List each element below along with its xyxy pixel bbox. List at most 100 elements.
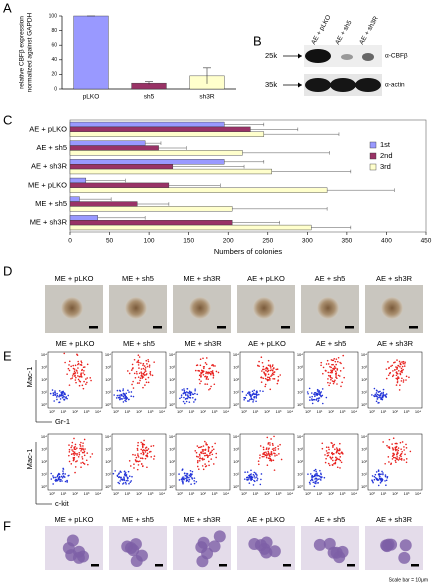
dot <box>405 443 407 446</box>
dot <box>197 460 199 462</box>
bar <box>69 215 98 221</box>
dot <box>248 400 250 402</box>
dot <box>122 395 125 398</box>
dot <box>276 382 279 385</box>
error-bar <box>137 202 170 206</box>
dot <box>279 443 281 446</box>
dot <box>373 394 375 397</box>
dot <box>401 441 404 443</box>
dot <box>340 452 343 454</box>
dot <box>400 363 402 366</box>
legend-label: 2nd <box>380 151 393 160</box>
dot <box>142 367 145 370</box>
dot <box>254 477 256 479</box>
dot <box>207 372 209 375</box>
dot <box>331 453 334 456</box>
dot <box>259 390 261 392</box>
dot <box>318 397 321 399</box>
dot <box>82 372 84 374</box>
dot <box>61 396 64 399</box>
x-tick-label: 400 <box>381 238 392 245</box>
dot <box>76 353 78 356</box>
dot <box>74 372 77 374</box>
dot <box>195 451 198 454</box>
dot <box>210 458 213 460</box>
dot <box>326 452 329 454</box>
dot <box>194 389 196 392</box>
dot <box>402 379 405 381</box>
dot <box>260 356 263 359</box>
dot <box>202 468 205 471</box>
tick-label: 10⁴ <box>105 434 111 439</box>
tick-label: 10⁰ <box>233 484 239 489</box>
dot <box>320 479 322 481</box>
dot <box>320 395 322 397</box>
scale-bar <box>91 564 99 567</box>
tick-label: 10⁴ <box>233 352 239 357</box>
dot <box>280 458 283 461</box>
dot <box>83 463 86 465</box>
bar <box>73 15 109 90</box>
dot <box>199 382 201 385</box>
dot <box>272 444 274 446</box>
dot <box>138 372 141 375</box>
dot <box>320 473 322 476</box>
tick-label: 10⁰ <box>169 402 175 407</box>
dot <box>68 444 70 446</box>
error-bar <box>172 164 245 169</box>
dot <box>204 463 206 465</box>
dot <box>331 371 334 373</box>
dot <box>373 478 376 481</box>
dot <box>269 455 271 458</box>
dot <box>68 360 71 363</box>
dot <box>59 398 62 400</box>
cell <box>208 540 221 553</box>
dot <box>134 376 137 379</box>
cell <box>65 549 78 562</box>
tick-label: 10² <box>41 459 47 464</box>
dot <box>145 359 148 362</box>
dot <box>332 367 334 370</box>
dot <box>61 480 63 482</box>
dot <box>64 480 67 483</box>
tick-label: 10² <box>392 409 398 414</box>
dot <box>253 475 256 477</box>
dot <box>72 364 75 367</box>
dot <box>122 401 125 403</box>
dot <box>268 453 271 455</box>
dot <box>137 453 139 455</box>
error-bar <box>158 146 187 150</box>
dot <box>80 466 82 469</box>
dot <box>202 459 204 461</box>
dot <box>54 393 57 396</box>
tick-label: 10⁰ <box>113 491 119 496</box>
dot <box>148 364 151 367</box>
tick-label: 10¹ <box>41 390 47 395</box>
bar <box>69 196 80 202</box>
dot <box>85 383 87 385</box>
y-axis-label: Mac-1 <box>25 449 34 470</box>
dot <box>334 462 337 465</box>
dot <box>137 354 140 356</box>
tick-label: 10⁰ <box>305 409 311 414</box>
dot <box>375 471 378 473</box>
dot <box>207 450 210 453</box>
dot <box>394 459 397 462</box>
legend-swatch <box>369 152 377 160</box>
dot <box>185 400 188 403</box>
dot <box>279 374 282 376</box>
y-tick-label: 20 <box>51 72 57 78</box>
dot <box>212 448 215 451</box>
dot <box>76 372 79 374</box>
dot <box>207 447 210 449</box>
dot <box>62 470 64 472</box>
dot <box>191 478 194 480</box>
dot <box>380 397 383 400</box>
dot <box>117 396 120 399</box>
dot <box>198 453 201 456</box>
dot <box>74 448 77 451</box>
x-tick-label: 450 <box>421 238 432 245</box>
tick-label: 10⁴ <box>159 491 165 496</box>
dot <box>330 369 332 372</box>
dot <box>186 476 188 479</box>
